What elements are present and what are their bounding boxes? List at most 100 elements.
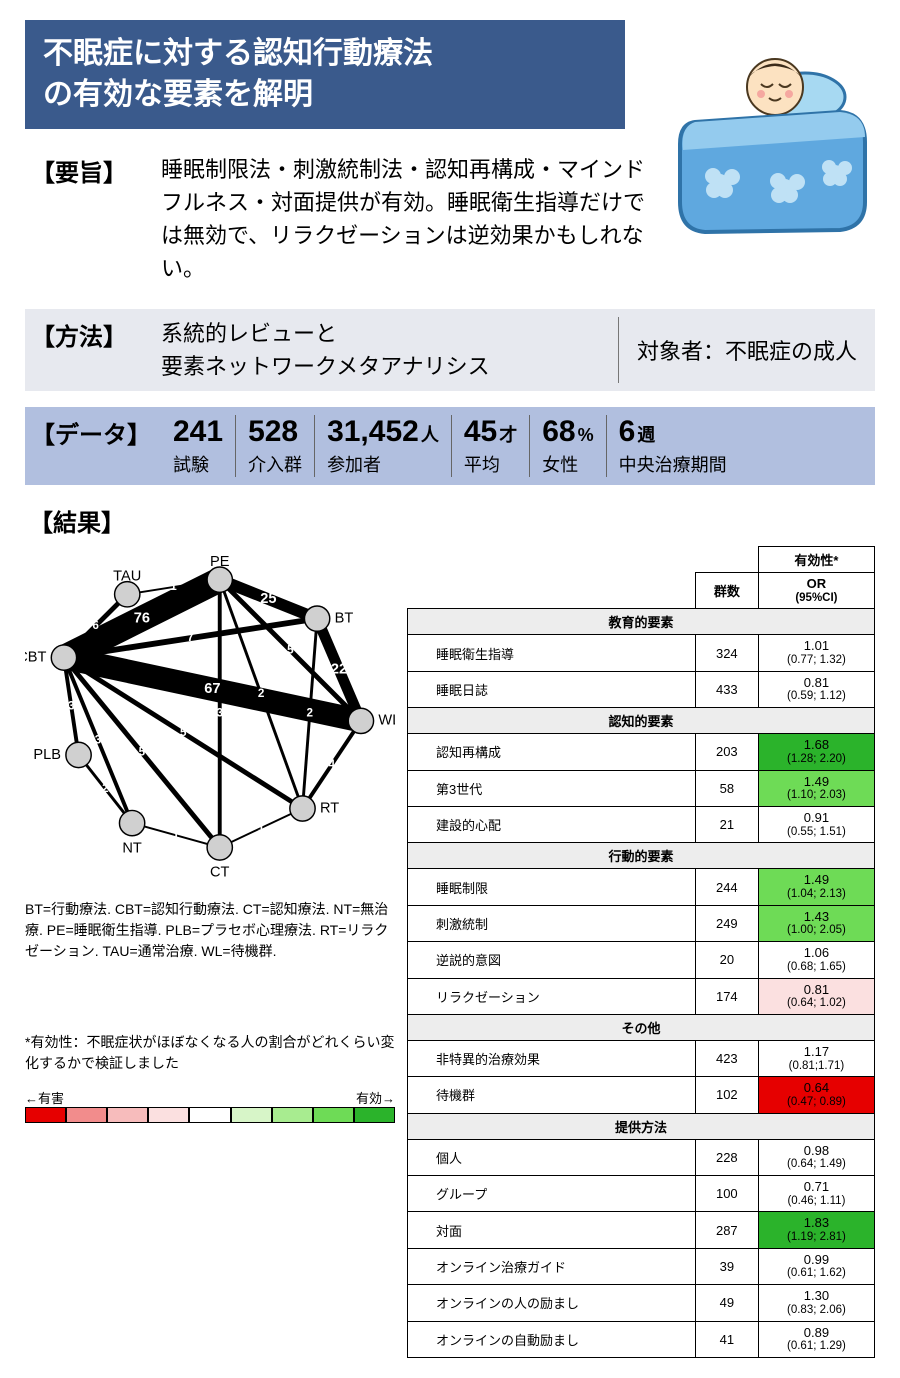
table-section-header: 行動的要素 (408, 843, 875, 869)
row-or: 0.98(0.64; 1.49) (758, 1139, 874, 1175)
table-section-header: その他 (408, 1014, 875, 1040)
row-groups: 100 (695, 1176, 758, 1212)
table-row: 個人2280.98(0.64; 1.49) (408, 1139, 875, 1175)
svg-text:1: 1 (173, 828, 180, 841)
table-row: オンラインの人の励まし491.30(0.83; 2.06) (408, 1285, 875, 1321)
svg-text:22: 22 (331, 662, 347, 678)
svg-text:76: 76 (134, 610, 150, 626)
table-row: オンライン治療ガイド390.99(0.61; 1.62) (408, 1248, 875, 1284)
method-body: 系統的レビューと 要素ネットワークメタアナリシス (161, 317, 618, 383)
svg-text:25: 25 (260, 591, 276, 607)
network-legend: BT=行動療法. CBT=認知行動療法. CT=認知療法. NT=無治療. PE… (25, 899, 395, 962)
table-row: 睡眠制限2441.49(1.04; 2.13) (408, 869, 875, 905)
row-label: 個人 (408, 1139, 696, 1175)
row-or: 0.99(0.61; 1.62) (758, 1248, 874, 1284)
table-row: 待機群1020.64(0.47; 0.89) (408, 1077, 875, 1113)
svg-text:1: 1 (258, 821, 265, 834)
svg-text:PLB: PLB (33, 747, 61, 763)
data-item-label: 女性 (542, 451, 593, 477)
data-item-label: 試験 (173, 451, 223, 477)
row-label: 認知再構成 (408, 734, 696, 770)
row-or: 0.81(0.59; 1.12) (758, 671, 874, 707)
row-or: 0.64(0.47; 0.89) (758, 1077, 874, 1113)
svg-text:67: 67 (204, 681, 220, 697)
data-value: 31,452 (327, 415, 419, 448)
title-line-2: の有効な要素を解明 (43, 78, 313, 111)
data-label: 【データ】 (25, 415, 161, 450)
results-label: 【結果】 (29, 503, 875, 538)
row-groups: 20 (695, 942, 758, 978)
svg-text:5: 5 (287, 643, 294, 656)
svg-text:RT: RT (320, 800, 339, 816)
row-or: 1.30(0.83; 2.06) (758, 1285, 874, 1321)
svg-text:5: 5 (180, 726, 187, 739)
network-diagram: 76672522765554333222111PEBTWLRTCTNTPLBCB… (25, 546, 395, 886)
row-label: 非特異的治療効果 (408, 1040, 696, 1076)
row-label: 第3世代 (408, 770, 696, 806)
row-label: 待機群 (408, 1077, 696, 1113)
row-label: 睡眠日誌 (408, 671, 696, 707)
row-or: 1.49(1.10; 2.03) (758, 770, 874, 806)
row-or: 1.49(1.04; 2.13) (758, 869, 874, 905)
table-row: 認知再構成2031.68(1.28; 2.20) (408, 734, 875, 770)
table-row: 第3世代581.49(1.10; 2.03) (408, 770, 875, 806)
data-item: 528介入群 (236, 415, 315, 477)
row-groups: 287 (695, 1212, 758, 1248)
row-groups: 41 (695, 1321, 758, 1357)
gradient-cell (313, 1107, 354, 1123)
gradient-cell (148, 1107, 189, 1123)
row-label: オンラインの人の励まし (408, 1285, 696, 1321)
row-label: オンライン治療ガイド (408, 1248, 696, 1284)
svg-text:NT: NT (122, 840, 142, 856)
title-line-1: 不眠症に対する認知行動療法 (43, 37, 433, 70)
svg-text:7: 7 (187, 631, 194, 644)
svg-text:CT: CT (210, 865, 230, 881)
page-title: 不眠症に対する認知行動療法 の有効な要素を解明 (25, 20, 625, 129)
row-or: 1.43(1.00; 2.05) (758, 905, 874, 941)
row-or: 0.91(0.55; 1.51) (758, 806, 874, 842)
table-row: 睡眠衛生指導3241.01(0.77; 1.32) (408, 635, 875, 671)
svg-text:1: 1 (170, 580, 177, 593)
row-groups: 423 (695, 1040, 758, 1076)
row-or: 1.01(0.77; 1.32) (758, 635, 874, 671)
row-groups: 58 (695, 770, 758, 806)
data-unit: 才 (499, 425, 517, 445)
row-or: 0.89(0.61; 1.29) (758, 1321, 874, 1357)
table-row: 睡眠日誌4330.81(0.59; 1.12) (408, 671, 875, 707)
svg-text:5: 5 (139, 746, 146, 759)
row-groups: 228 (695, 1139, 758, 1175)
data-value: 68 (542, 415, 575, 448)
gradient-cell (107, 1107, 148, 1123)
svg-text:3: 3 (68, 699, 75, 712)
data-value: 528 (248, 415, 298, 448)
svg-text:2: 2 (258, 687, 265, 700)
data-item-label: 中央治療期間 (619, 451, 727, 477)
gradient-cell (272, 1107, 313, 1123)
gradient-cell (354, 1107, 395, 1123)
results-table: 有効性*群数OR(95%CI)教育的要素睡眠衛生指導3241.01(0.77; … (407, 546, 875, 1358)
method-section: 【方法】 系統的レビューと 要素ネットワークメタアナリシス 対象者：不眠症の成人 (25, 309, 875, 391)
svg-text:TAU: TAU (113, 569, 141, 585)
svg-text:WL: WL (378, 713, 395, 729)
row-label: 逆説的意図 (408, 942, 696, 978)
gradient-cell (189, 1107, 230, 1123)
row-or: 1.06(0.68; 1.65) (758, 942, 874, 978)
row-label: グループ (408, 1176, 696, 1212)
row-label: 睡眠衛生指導 (408, 635, 696, 671)
table-section-header: 提供方法 (408, 1113, 875, 1139)
row-or: 1.68(1.28; 2.20) (758, 734, 874, 770)
data-unit: 人 (421, 425, 439, 445)
data-value: 241 (173, 415, 223, 448)
row-groups: 324 (695, 635, 758, 671)
svg-text:PE: PE (210, 554, 230, 570)
row-label: 刺激統制 (408, 905, 696, 941)
gradient-cell (66, 1107, 107, 1123)
gradient-cell (231, 1107, 272, 1123)
method-target: 対象者：不眠症の成人 (618, 317, 875, 383)
row-or: 1.83(1.19; 2.81) (758, 1212, 874, 1248)
table-row: グループ1000.71(0.46; 1.11) (408, 1176, 875, 1212)
data-unit: % (578, 425, 594, 445)
row-groups: 203 (695, 734, 758, 770)
data-item: 241 試験 (161, 415, 236, 477)
row-label: 対面 (408, 1212, 696, 1248)
